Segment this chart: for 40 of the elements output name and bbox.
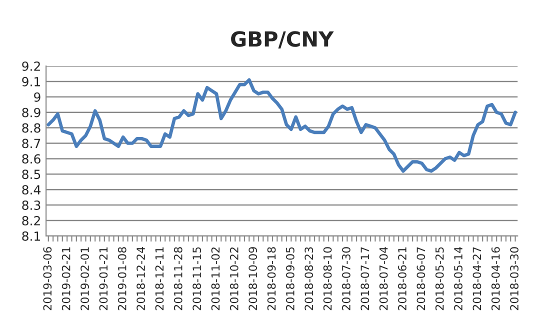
y-tick-label: 9.2 xyxy=(22,61,40,71)
x-tick-label: 2019-01-21 xyxy=(99,247,108,310)
x-tick-label: 2018-08-10 xyxy=(323,247,332,310)
x-tick-label: 2018-12-11 xyxy=(155,247,164,310)
x-tick-label: 2018-03-30 xyxy=(510,247,518,310)
x-tick-label: 2018-04-27 xyxy=(472,247,482,310)
y-tick-label: 8.3 xyxy=(22,200,40,210)
line-series xyxy=(46,78,517,173)
x-tick-label: 2018-06-21 xyxy=(398,247,406,310)
y-tick-label: 8.1 xyxy=(22,231,40,241)
x-tick-label: 2018-10-22 xyxy=(230,247,238,310)
y-tick-label: 9 xyxy=(34,92,40,102)
y-tick-label: 8.2 xyxy=(22,216,40,226)
x-tick-label: 2018-04-16 xyxy=(491,247,500,310)
x-tick-label: 2018-07-17 xyxy=(360,247,370,310)
y-tick-label: 8.4 xyxy=(22,185,41,195)
y-tick-label: 8.6 xyxy=(22,154,40,164)
x-tick-label: 2018-12-24 xyxy=(136,246,146,310)
y-tick-label: 9.1 xyxy=(22,76,40,86)
x-tick-label: 2018-11-02 xyxy=(211,247,220,310)
y-tick-label: 8.5 xyxy=(22,170,40,180)
x-tick-label: 2018-08-23 xyxy=(304,247,314,310)
chart-title: GBP/CNY xyxy=(231,31,334,48)
x-tick-label: 2019-02-01 xyxy=(80,247,89,310)
x-tick-label: 2018-09-18 xyxy=(267,247,276,310)
y-tick-label: 8.7 xyxy=(22,138,40,148)
x-tick-label: 2018-05-25 xyxy=(435,247,444,310)
x-tick-label: 2018-11-15 xyxy=(192,247,202,310)
y-tick-label: 8.8 xyxy=(22,123,40,133)
y-tick-label: 8.9 xyxy=(22,108,40,118)
x-tick-label: 2018-06-07 xyxy=(416,247,426,310)
x-tick-label: 2019-01-08 xyxy=(118,247,126,310)
x-tick-label: 2018-05-14 xyxy=(454,246,462,310)
x-tick-label: 2019-03-06 xyxy=(43,247,52,310)
x-tick-label: 2018-11-28 xyxy=(174,247,182,310)
x-tick-label: 2018-07-30 xyxy=(342,247,350,310)
x-tick-label: 2018-10-09 xyxy=(248,247,258,310)
x-tick-label: 2018-07-04 xyxy=(379,246,388,310)
x-tick-label: 2018-09-05 xyxy=(286,247,294,310)
x-tick-label: 2019-02-21 xyxy=(62,247,70,310)
